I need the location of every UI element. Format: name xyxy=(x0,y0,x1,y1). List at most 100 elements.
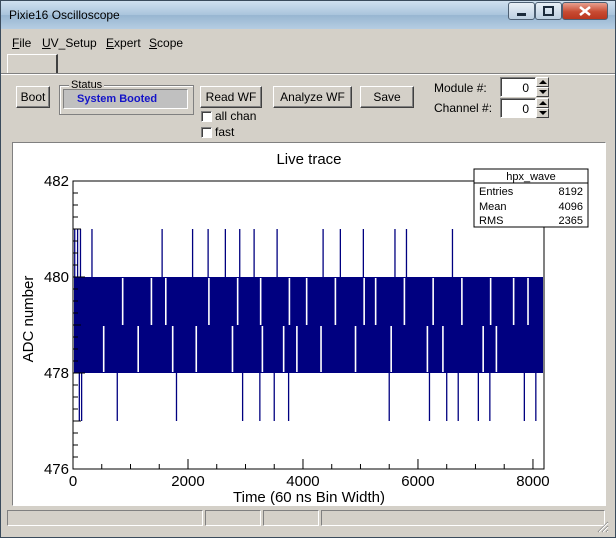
status-bar xyxy=(7,510,607,528)
trace-gap xyxy=(461,278,463,325)
menu-expert[interactable]: Expert xyxy=(106,36,141,50)
stats-rms-label: RMS xyxy=(479,215,503,227)
arrow-up-icon xyxy=(539,80,547,84)
plot-canvas[interactable]: Live trace 0 2000 4000 6000 8000 476 478 480 482… xyxy=(12,142,606,506)
trace-gap xyxy=(208,278,210,325)
y-axis-label: ADC number xyxy=(20,276,37,363)
all-chan-label: all chan xyxy=(215,109,257,123)
read-wf-button[interactable]: Read WF xyxy=(200,86,262,108)
y-tick-label: 480 xyxy=(44,269,69,286)
stats-mean-value: 4096 xyxy=(559,201,583,213)
menu-scope[interactable]: Scope xyxy=(149,36,184,50)
trace-gap xyxy=(334,278,337,325)
analyze-wf-label: Analyze WF xyxy=(280,90,345,104)
menu-uv-setup[interactable]: UV_Setup xyxy=(42,36,97,50)
x-tick-label: 4000 xyxy=(286,473,319,490)
boot-button[interactable]: Boot xyxy=(16,86,50,108)
maximize-icon xyxy=(543,6,554,16)
x-tick-label: 6000 xyxy=(401,473,434,490)
maximize-button[interactable] xyxy=(535,2,562,20)
tab-divider xyxy=(1,73,615,75)
status-value: System Booted xyxy=(63,89,188,109)
x-tick-label: 2000 xyxy=(171,473,204,490)
arrow-down-icon xyxy=(539,111,547,115)
trace-gap xyxy=(320,326,322,372)
trace-gap xyxy=(432,278,434,325)
y-tick-label: 482 xyxy=(44,173,69,190)
trace-gap xyxy=(121,278,124,325)
trace-gap xyxy=(261,326,264,372)
trace-gap xyxy=(426,326,429,372)
y-tick-label: 476 xyxy=(44,461,69,478)
x-tick-label: 8000 xyxy=(516,473,549,490)
stats-mean-label: Mean xyxy=(479,201,507,213)
status-group-label: Status xyxy=(69,79,105,91)
trace-gap xyxy=(442,326,444,372)
status-bar-pane xyxy=(7,510,203,526)
channel-label: Channel #: xyxy=(434,101,493,115)
arrow-down-icon xyxy=(539,90,547,94)
close-button[interactable] xyxy=(562,2,608,20)
trace-gap xyxy=(164,278,167,325)
module-label: Module #: xyxy=(434,81,487,95)
title-bar[interactable]: Pixie16 Oscilloscope xyxy=(1,1,615,29)
tab-strip[interactable] xyxy=(7,54,58,73)
channel-up-button[interactable] xyxy=(536,98,549,108)
save-label: Save xyxy=(373,90,401,104)
module-number-field[interactable]: 0 xyxy=(500,77,536,97)
save-button[interactable]: Save xyxy=(360,86,414,108)
trace-band-lower xyxy=(74,325,543,373)
trace-gap xyxy=(137,326,139,372)
status-bar-pane xyxy=(263,510,319,526)
trace-band-upper xyxy=(74,277,543,325)
read-wf-label: Read WF xyxy=(205,90,257,104)
stats-rms-value: 2365 xyxy=(559,215,583,227)
window-title: Pixie16 Oscilloscope xyxy=(9,8,120,22)
trace-gap xyxy=(489,278,492,325)
trace-gap xyxy=(231,326,234,372)
trace-gap xyxy=(390,326,392,372)
menu-bar: File UV_Setup Expert Scope xyxy=(1,31,615,53)
x-axis-label: Time (60 ns Bin Width) xyxy=(233,489,385,505)
resize-grip-icon[interactable] xyxy=(595,519,609,533)
channel-down-button[interactable] xyxy=(536,108,549,118)
analyze-wf-button[interactable]: Analyze WF xyxy=(273,86,352,108)
fast-label: fast xyxy=(215,125,235,139)
trace-gap xyxy=(482,326,484,372)
trace-gap xyxy=(296,326,298,372)
trace-gap xyxy=(195,326,198,372)
trace-gap xyxy=(236,278,239,325)
minimize-button[interactable] xyxy=(508,2,535,20)
menu-file[interactable]: File xyxy=(12,36,32,50)
module-down-button[interactable] xyxy=(536,87,549,97)
trace-gap xyxy=(150,278,153,325)
live-trace-chart[interactable]: Live trace 0 2000 4000 6000 8000 476 478 480 482… xyxy=(13,143,605,506)
status-bar-pane xyxy=(205,510,261,526)
channel-number-field[interactable]: 0 xyxy=(500,98,536,118)
trace-gap xyxy=(512,278,515,325)
trace-gap xyxy=(527,278,529,325)
stats-box[interactable]: hpx_wave Entries 8192 Mean 4096 RMS 2365 xyxy=(473,168,589,228)
all-chan-checkbox[interactable] xyxy=(201,111,212,122)
trace-gap xyxy=(495,326,498,372)
boot-button-label: Boot xyxy=(20,90,46,104)
trace-gap xyxy=(305,278,308,325)
trace-gap xyxy=(259,278,262,325)
trace-gap xyxy=(374,278,377,325)
trace-gap xyxy=(363,278,365,325)
status-group xyxy=(59,85,194,115)
stats-entries-value: 8192 xyxy=(559,186,583,198)
y-tick-label: 478 xyxy=(44,365,69,382)
trace-gap xyxy=(354,326,357,372)
trace-gap xyxy=(171,326,174,372)
module-up-button[interactable] xyxy=(536,77,549,87)
axes-group: 0 2000 4000 6000 8000 476 478 480 482 xyxy=(44,173,550,490)
close-icon xyxy=(579,6,591,16)
stats-entries-label: Entries xyxy=(479,186,514,198)
trace-group xyxy=(74,229,543,421)
trace-gap xyxy=(403,278,406,325)
fast-checkbox[interactable] xyxy=(201,127,212,138)
arrow-up-icon xyxy=(539,101,547,105)
x-tick-label: 0 xyxy=(69,473,77,490)
